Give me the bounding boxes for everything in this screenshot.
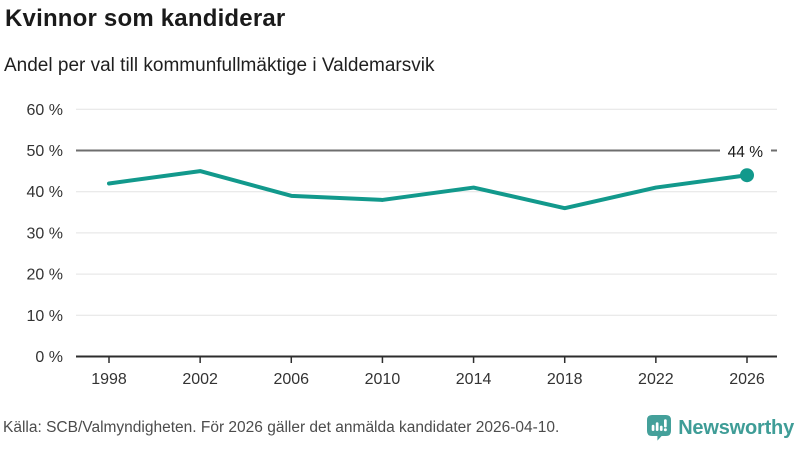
x-tick-label: 2022 xyxy=(638,371,674,388)
x-tick-label: 2014 xyxy=(456,371,492,388)
x-tick-label: 2002 xyxy=(182,371,218,388)
end-value-label: 44 % xyxy=(728,144,764,161)
y-tick-label: 50 % xyxy=(27,143,63,160)
chart-subtitle: Andel per val till kommunfullmäktige i V… xyxy=(4,55,435,76)
y-tick-label: 40 % xyxy=(27,184,63,201)
newsworthy-brand: Newsworthy xyxy=(647,415,794,441)
x-tick-label: 2010 xyxy=(365,371,401,388)
x-tick-label: 2006 xyxy=(273,371,309,388)
y-tick-label: 30 % xyxy=(27,225,63,242)
x-tick-label: 2026 xyxy=(729,371,765,388)
chart-footer: Källa: SCB/Valmyndigheten. För 2026 gäll… xyxy=(0,412,800,450)
chart-title: Kvinnor som kandiderar xyxy=(5,5,286,32)
newsworthy-logo-icon xyxy=(647,415,672,441)
x-tick-label: 1998 xyxy=(91,371,127,388)
y-tick-label: 0 % xyxy=(35,349,63,366)
series-line xyxy=(107,169,749,211)
y-tick-label: 60 % xyxy=(27,102,63,119)
end-point-marker xyxy=(740,168,754,183)
source-text: Källa: SCB/Valmyndigheten. För 2026 gäll… xyxy=(3,419,560,436)
y-tick-label: 20 % xyxy=(27,267,63,284)
x-tick-label: 2018 xyxy=(547,371,583,388)
end-label-backdrop xyxy=(720,142,771,160)
y-tick-label: 10 % xyxy=(27,308,63,325)
newsworthy-wordmark: Newsworthy xyxy=(678,416,794,439)
